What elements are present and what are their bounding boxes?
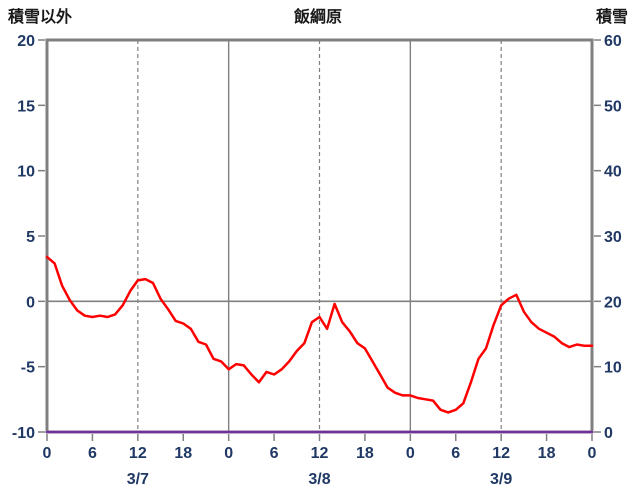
non-snow-line bbox=[45, 255, 594, 414]
y-right-tick-label: 10 bbox=[604, 360, 622, 377]
chart-title: 飯綱原 bbox=[293, 7, 342, 26]
y-right-tick-label: 50 bbox=[604, 98, 622, 115]
x-tick-label: 12 bbox=[129, 445, 147, 462]
right-axis-title: 積雪 bbox=[595, 7, 628, 26]
y-right-tick-label: 0 bbox=[604, 425, 613, 442]
y-left-tick-label: 15 bbox=[17, 98, 35, 115]
x-tick-label: 18 bbox=[174, 445, 192, 462]
y-left-tick-label: -10 bbox=[12, 425, 35, 442]
x-tick-label: 18 bbox=[538, 445, 556, 462]
x-day-label: 3/9 bbox=[490, 471, 512, 488]
x-tick-label: 0 bbox=[406, 445, 415, 462]
x-tick-label: 0 bbox=[224, 445, 233, 462]
y-left-tick-label: 10 bbox=[17, 164, 35, 181]
left-axis-title: 積雪以外 bbox=[7, 7, 72, 26]
y-right-tick-label: 20 bbox=[604, 294, 622, 311]
x-tick-label: 12 bbox=[311, 445, 329, 462]
y-left-tick-label: 5 bbox=[26, 229, 35, 246]
x-tick-label: 18 bbox=[356, 445, 374, 462]
x-day-label: 3/8 bbox=[308, 471, 330, 488]
x-tick-label: 6 bbox=[451, 445, 460, 462]
y-left-tick-label: 0 bbox=[26, 294, 35, 311]
y-left-tick-label: 20 bbox=[17, 33, 35, 50]
y-right-tick-label: 40 bbox=[604, 164, 622, 181]
x-tick-label: 0 bbox=[588, 445, 597, 462]
x-tick-label: 12 bbox=[492, 445, 510, 462]
y-left-tick-label: -5 bbox=[21, 360, 35, 377]
x-tick-label: 6 bbox=[88, 445, 97, 462]
y-right-tick-label: 30 bbox=[604, 229, 622, 246]
y-right-tick-label: 60 bbox=[604, 33, 622, 50]
x-tick-label: 0 bbox=[43, 445, 52, 462]
x-tick-label: 6 bbox=[270, 445, 279, 462]
x-day-label: 3/7 bbox=[127, 471, 149, 488]
